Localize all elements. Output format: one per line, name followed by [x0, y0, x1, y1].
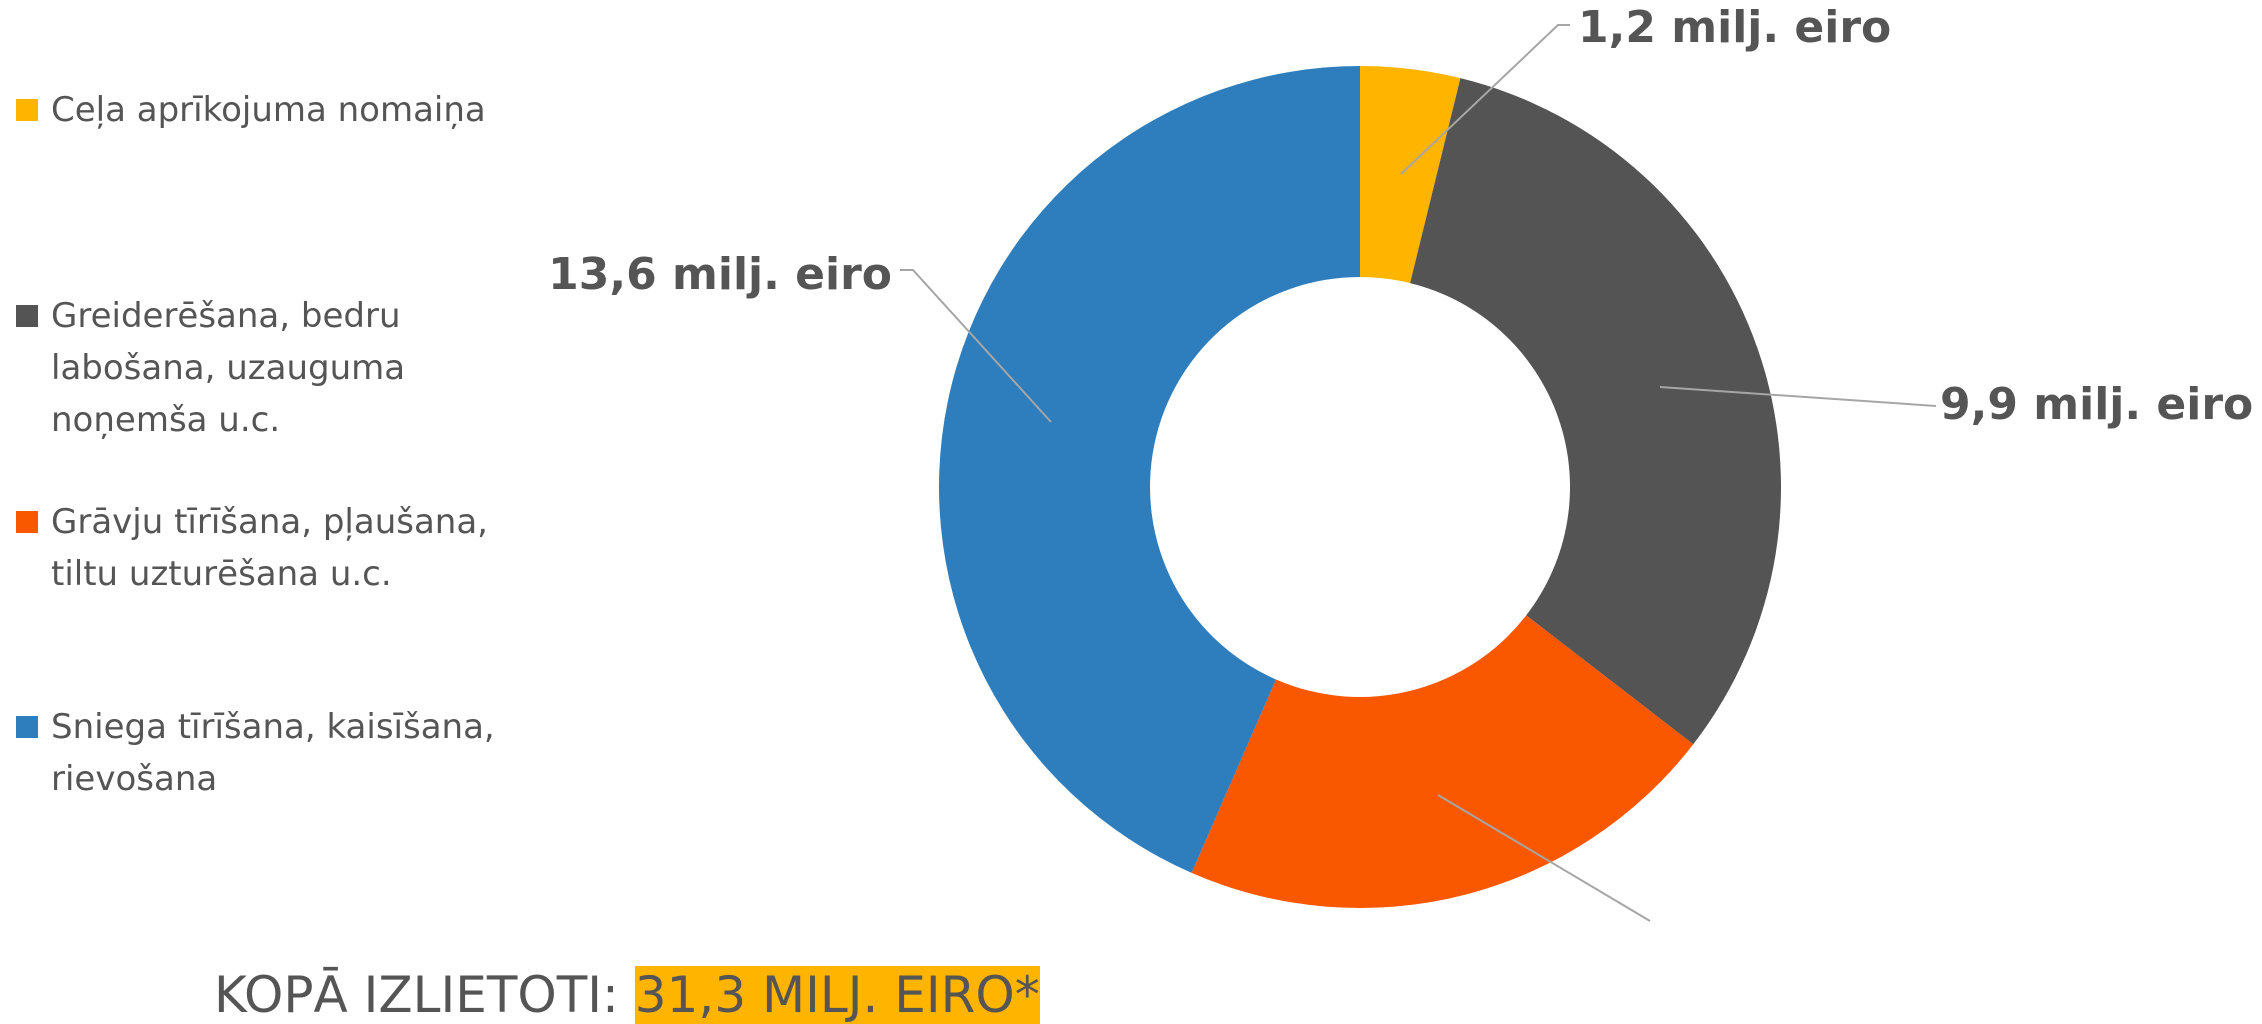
leader-line: [900, 269, 1052, 423]
leader-line: [1437, 794, 1651, 922]
legend-label: Sniega tīrīšana, kaisīšana, rievošana: [51, 707, 495, 799]
value-label: 9,9 milj. eiro: [1940, 379, 2253, 430]
legend-swatch: [16, 511, 38, 533]
donut-segment: [1360, 66, 1461, 284]
legend-swatch: [16, 99, 38, 121]
legend-swatch: [16, 305, 38, 327]
total-label: KOPĀ IZLIETOTI:: [214, 966, 619, 1024]
value-label: 13,6 milj. eiro: [548, 249, 892, 300]
total-value: 31,3 MILJ. EIRO*: [634, 966, 1040, 1024]
legend-label: Grāvju tīrīšana, pļaušana, tiltu uzturēš…: [51, 502, 488, 594]
legend-swatch: [16, 716, 38, 738]
legend-label: Greiderēšana, bedru labošana, uzauguma n…: [51, 296, 406, 440]
donut-segment: [938, 66, 1360, 873]
value-label: 1,2 milj. eiro: [1578, 2, 1891, 53]
leader-line: [1659, 386, 1937, 407]
total: KOPĀ IZLIETOTI: 31,3 MILJ. EIRO*: [214, 966, 1040, 1024]
donut-segment: [1191, 615, 1694, 909]
legend-label: Ceļa aprīkojuma nomaiņa: [51, 90, 486, 130]
leader-line: [1400, 24, 1570, 175]
donut-segment: [1410, 78, 1781, 745]
